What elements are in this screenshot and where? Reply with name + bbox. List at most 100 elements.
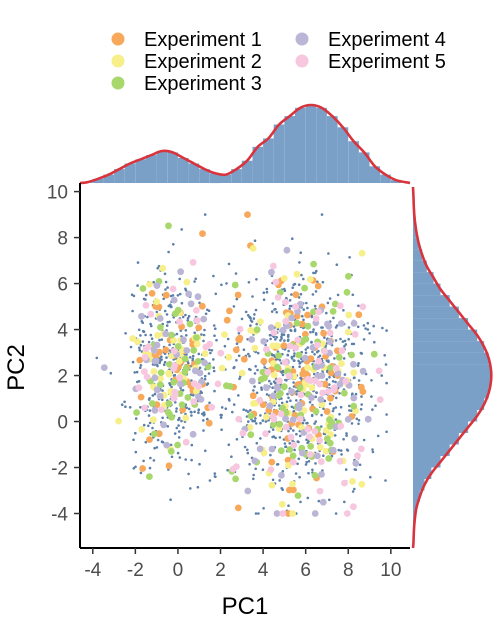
experiment-point (268, 445, 276, 453)
background-point (162, 297, 165, 301)
background-point (164, 280, 168, 284)
experiment-point (293, 270, 301, 278)
background-point (271, 302, 275, 305)
background-point (246, 451, 250, 455)
experiment-point (176, 374, 184, 382)
background-point (244, 310, 248, 314)
background-point (169, 443, 173, 447)
background-point (359, 407, 363, 411)
background-point (316, 280, 319, 284)
background-point (132, 467, 136, 470)
experiment-point (257, 376, 265, 383)
experiment-point (174, 441, 182, 449)
experiment-point (274, 294, 282, 301)
background-point (95, 356, 99, 360)
experiment-point (259, 368, 267, 376)
legend-label: Experiment 1 (144, 29, 262, 51)
background-point (265, 393, 269, 396)
experiment-point (317, 458, 325, 465)
histogram-bar (413, 318, 469, 330)
background-point (175, 410, 178, 413)
background-point (220, 428, 223, 432)
experiment-point (350, 402, 358, 410)
legend-item: Experiment 3 (111, 73, 262, 95)
experiment-point (267, 324, 275, 332)
background-point (123, 400, 126, 404)
experiment-point (262, 430, 269, 438)
background-point (268, 379, 271, 383)
background-point (246, 448, 249, 452)
background-point (353, 487, 356, 491)
histogram-bar (413, 490, 420, 502)
background-point (173, 432, 177, 435)
background-point (305, 421, 308, 425)
background-point (312, 328, 315, 331)
experiment-point (323, 435, 331, 443)
histogram-bar (263, 138, 274, 183)
background-point (139, 471, 143, 475)
background-point (178, 292, 182, 296)
background-point (297, 440, 300, 444)
experiment-point (257, 318, 264, 325)
background-point (152, 280, 155, 284)
background-point (350, 409, 353, 413)
background-point (341, 340, 345, 343)
background-point (139, 406, 142, 409)
experiment-point (170, 347, 178, 355)
experiment-point (162, 346, 170, 354)
background-point (148, 466, 152, 470)
experiment-point (195, 393, 202, 401)
background-point (371, 448, 374, 451)
background-point (165, 324, 169, 327)
experiment-point (307, 443, 315, 450)
background-point (370, 395, 373, 398)
background-point (232, 305, 236, 308)
x-tick-label: -4 (84, 560, 101, 581)
background-point (205, 383, 209, 386)
experiment-point (331, 384, 338, 391)
background-point (291, 237, 294, 240)
background-point (230, 455, 233, 459)
experiment-point (308, 384, 316, 391)
experiment-point (349, 478, 356, 485)
experiment-point (311, 428, 319, 435)
background-point (190, 411, 193, 414)
background-point (290, 355, 294, 359)
experiment-point (345, 311, 353, 319)
background-point (298, 365, 301, 369)
experiment-point (322, 447, 330, 455)
background-point (343, 345, 346, 348)
background-point (287, 396, 290, 400)
experiment-point (153, 282, 161, 289)
background-point (280, 401, 284, 405)
background-point (184, 329, 188, 332)
background-point (297, 283, 301, 287)
experiment-point (184, 394, 192, 401)
experiment-point (145, 343, 152, 351)
background-point (278, 479, 282, 482)
background-point (313, 353, 316, 356)
experiment-point (351, 435, 359, 443)
background-point (339, 337, 342, 341)
experiment-point (327, 394, 334, 402)
experiment-point (359, 303, 367, 311)
background-point (301, 314, 304, 318)
experiment-point (344, 328, 352, 336)
background-point (180, 419, 183, 423)
background-point (142, 423, 146, 427)
experiment-point (193, 334, 200, 341)
background-point (256, 368, 259, 372)
experiment-point (177, 268, 185, 276)
experiment-point (310, 308, 317, 316)
background-point (345, 434, 348, 437)
histogram-bar (252, 146, 264, 183)
background-point (191, 354, 195, 358)
background-point (262, 298, 266, 302)
background-point (385, 329, 388, 332)
experiment-point (115, 417, 122, 425)
experiment-point (290, 441, 298, 449)
background-point (138, 346, 141, 350)
background-point (134, 417, 138, 420)
experiment-point (157, 323, 164, 331)
experiment-point (138, 426, 146, 433)
